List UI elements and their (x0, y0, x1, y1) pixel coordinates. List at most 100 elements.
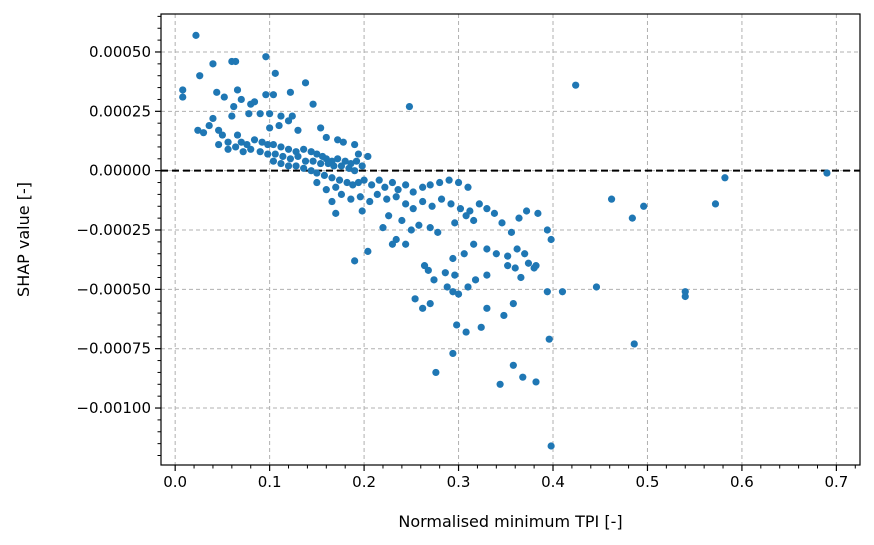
data-point (443, 283, 451, 291)
data-point (300, 164, 308, 172)
data-point (364, 247, 372, 255)
data-point (264, 150, 272, 158)
data-point (301, 157, 310, 165)
data-point (294, 126, 302, 134)
data-point (721, 174, 729, 182)
data-point (409, 188, 417, 196)
data-point (351, 140, 359, 149)
data-point (351, 257, 359, 265)
data-point (517, 273, 525, 282)
data-point (317, 124, 325, 132)
grid-lines (161, 14, 860, 465)
data-point (320, 171, 329, 180)
data-point (483, 271, 491, 279)
data-point (196, 72, 204, 80)
data-point (269, 140, 278, 149)
data-point (224, 145, 232, 153)
data-point (388, 240, 397, 248)
data-point (277, 143, 285, 151)
data-point (179, 93, 187, 101)
data-point (284, 145, 293, 153)
data-point (264, 140, 272, 149)
data-point (411, 295, 419, 303)
data-point (250, 98, 259, 106)
data-point (545, 335, 553, 343)
y-tick-label: 0.00000 (89, 162, 151, 180)
data-point (332, 209, 340, 217)
data-point (519, 373, 527, 381)
data-point (284, 162, 293, 170)
data-point (271, 69, 279, 77)
data-point (392, 193, 400, 201)
x-tick-label: 0.3 (447, 473, 471, 491)
data-point (313, 150, 321, 158)
data-point (354, 178, 363, 187)
x-axis-title: Normalised minimum TPI [-] (398, 512, 622, 531)
data-point (483, 304, 491, 312)
data-point (426, 181, 434, 189)
data-point (286, 88, 295, 96)
data-point (192, 31, 200, 39)
data-point (447, 200, 455, 208)
plot-frame (160, 13, 861, 466)
data-point (385, 212, 393, 220)
data-point (507, 228, 516, 236)
data-point (277, 159, 285, 168)
data-points (179, 31, 831, 450)
data-point (543, 288, 551, 296)
data-point (258, 138, 266, 146)
data-point (534, 209, 542, 217)
data-point (375, 176, 383, 184)
data-point (354, 150, 363, 158)
data-point (424, 266, 432, 274)
data-point (434, 228, 442, 236)
data-point (328, 197, 336, 206)
data-point (547, 235, 555, 244)
data-point (366, 197, 374, 206)
data-point (237, 138, 245, 146)
data-point (823, 169, 831, 177)
data-point (419, 304, 427, 312)
data-point (492, 250, 500, 258)
data-point (301, 79, 310, 87)
x-tick-label: 0.7 (824, 473, 848, 491)
data-point (477, 323, 485, 331)
data-point (358, 162, 366, 170)
data-point (381, 183, 389, 191)
data-point (402, 200, 410, 208)
data-point (209, 60, 217, 68)
data-point (454, 290, 463, 298)
data-point (398, 216, 406, 225)
data-point (504, 262, 512, 270)
data-point (218, 131, 226, 139)
data-point (205, 121, 213, 130)
data-point (275, 121, 283, 130)
data-point (262, 91, 270, 99)
data-point (256, 148, 264, 156)
x-tick-label: 0.6 (730, 473, 754, 491)
data-point (271, 150, 279, 158)
data-point (279, 152, 287, 161)
data-point (179, 86, 187, 94)
data-point (209, 114, 217, 123)
data-point (409, 205, 417, 213)
data-point (449, 288, 457, 296)
data-point (345, 164, 353, 172)
data-point (426, 224, 434, 232)
data-point (373, 190, 381, 198)
data-point (220, 93, 228, 101)
data-point (515, 214, 523, 222)
data-point (322, 133, 330, 142)
data-point (475, 200, 483, 208)
data-point (402, 240, 410, 248)
data-point (426, 299, 434, 308)
data-point (324, 159, 332, 168)
data-point (504, 252, 512, 260)
data-point (245, 110, 253, 118)
data-point (407, 226, 415, 234)
data-point (262, 53, 270, 61)
x-tick-label: 0.2 (352, 473, 376, 491)
data-point (471, 276, 480, 284)
data-point (337, 162, 346, 170)
data-point (294, 152, 302, 161)
